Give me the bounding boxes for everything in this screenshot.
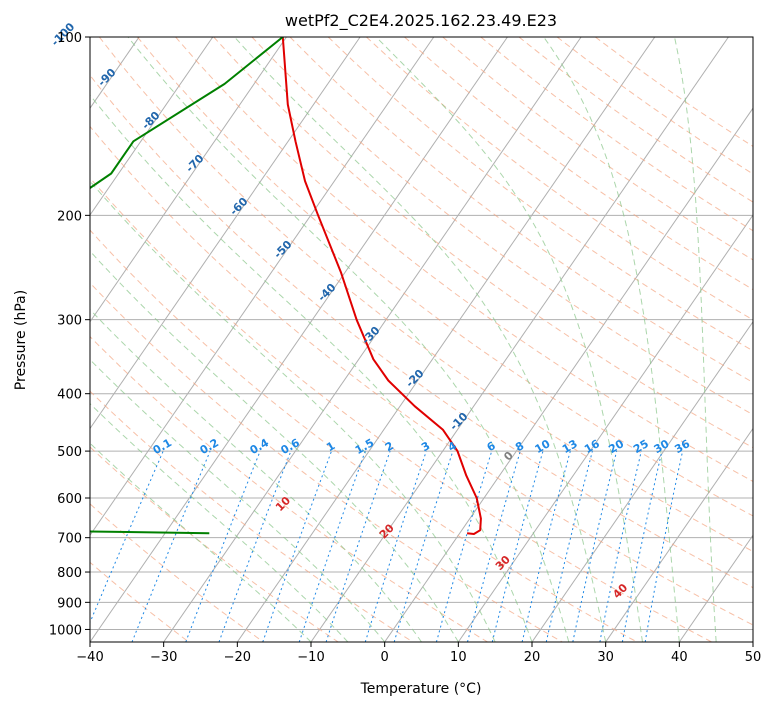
chart-title: wetPf2_C2E4.2025.162.23.49.E23	[285, 11, 557, 31]
x-tick-label: −40	[76, 650, 103, 665]
y-tick-label: 100	[57, 31, 82, 46]
y-tick-label: 600	[57, 492, 82, 507]
x-axis-label: Temperature (°C)	[360, 681, 482, 697]
x-tick-label: 0	[381, 650, 389, 665]
y-tick-label: 300	[57, 314, 82, 329]
y-tick-label: 500	[57, 445, 82, 460]
y-tick-label: 900	[57, 596, 82, 611]
x-tick-label: 10	[450, 650, 467, 665]
x-tick-label: −20	[224, 650, 251, 665]
x-tick-label: 40	[671, 650, 688, 665]
y-tick-label: 700	[57, 532, 82, 547]
y-tick-label: 200	[57, 209, 82, 224]
x-tick-label: 30	[597, 650, 614, 665]
x-tick-label: −10	[297, 650, 324, 665]
x-tick-label: 20	[524, 650, 541, 665]
x-tick-label: 50	[745, 650, 762, 665]
y-axis-label: Pressure (hPa)	[13, 290, 29, 390]
x-tick-label: −30	[150, 650, 177, 665]
y-tick-label: 1000	[49, 623, 82, 638]
y-tick-label: 400	[57, 388, 82, 403]
y-tick-label: 800	[57, 566, 82, 581]
